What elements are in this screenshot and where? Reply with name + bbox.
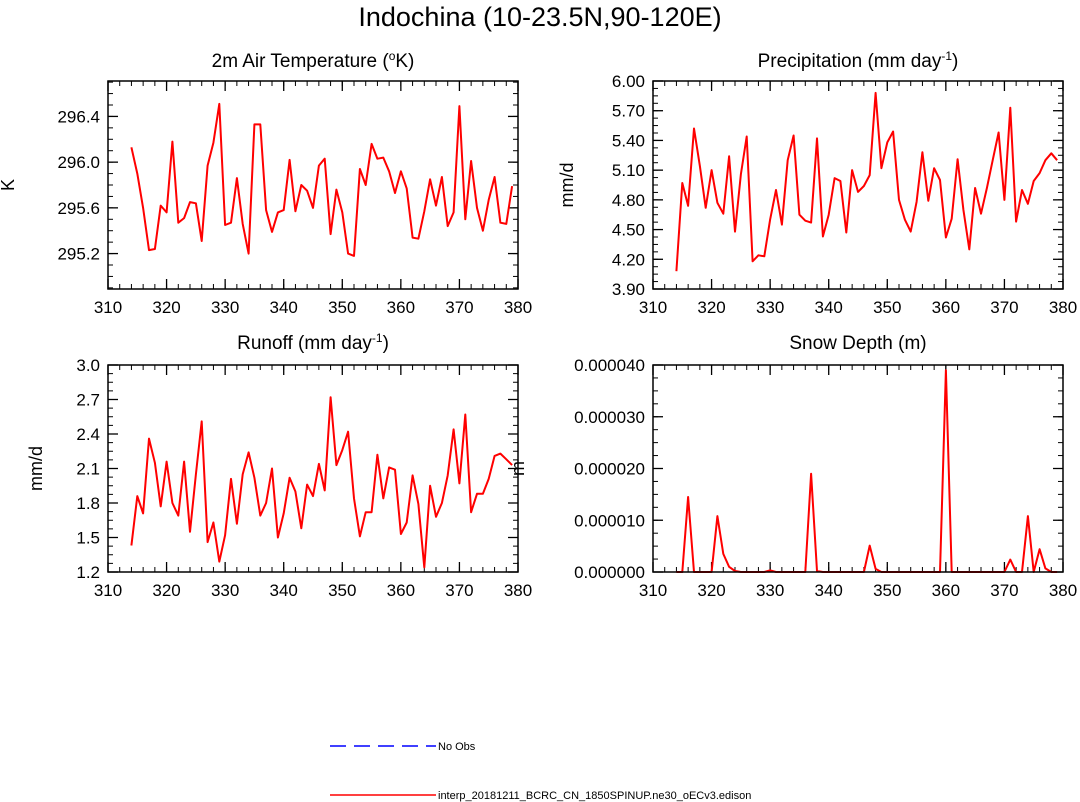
runoff-x-tick-label: 360 <box>387 581 415 600</box>
snow-depth-y-axis-label: m <box>508 461 528 476</box>
precipitation-x-tick-label: 370 <box>990 298 1018 317</box>
runoff-title-text: Runoff (mm day <box>237 333 372 354</box>
runoff-title: Runoff (mm day-1) <box>237 331 389 354</box>
panel-runoff: Runoff (mm day-1) 310 320 330 340 350 360 370 38… <box>26 331 532 600</box>
precipitation-x-tick-label: 360 <box>932 298 960 317</box>
runoff-x-tick-label: 370 <box>445 581 473 600</box>
precipitation-y-tick-label: 4.50 <box>612 221 645 240</box>
air-temperature-y-tick-label: 296.0 <box>57 153 100 172</box>
air-temperature-y-tick-label: 295.6 <box>57 199 100 218</box>
precipitation-x-tick-label: 310 <box>639 298 667 317</box>
snow-depth-x-tick-label: 340 <box>815 581 843 600</box>
runoff-y-tick-label: 1.8 <box>76 494 100 513</box>
runoff-title-suffix: ) <box>383 333 389 354</box>
precipitation-title-superscript: -1 <box>941 49 952 63</box>
runoff-major-ticks <box>107 364 519 573</box>
precipitation-title: Precipitation (mm day-1) <box>758 49 959 72</box>
legend-label-model: interp_20181211_BCRC_CN_1850SPINUP.ne30_… <box>438 790 751 802</box>
snow-depth-y-tick-label: 0.000010 <box>574 511 645 530</box>
snow-depth-x-tick-label: 380 <box>1049 581 1077 600</box>
panel-precipitation: Precipitation (mm day-1) 310 320 330 340 350 3… <box>557 49 1077 317</box>
air-temperature-x-tick-label: 350 <box>328 298 356 317</box>
precipitation-y-tick-label: 3.90 <box>612 280 645 299</box>
snow-depth-y-tick-label: 0.000040 <box>574 356 645 375</box>
precipitation-y-tick-label: 5.40 <box>612 131 645 150</box>
snow-depth-x-tick-label: 350 <box>873 581 901 600</box>
precipitation-x-tick-label: 340 <box>815 298 843 317</box>
snow-depth-x-tick-label: 310 <box>639 581 667 600</box>
snow-depth-x-tick-label: 320 <box>697 581 725 600</box>
snow-depth-series-line <box>676 369 1058 573</box>
runoff-y-tick-label: 1.2 <box>76 563 100 582</box>
snow-depth-x-tick-label: 370 <box>990 581 1018 600</box>
air-temperature-plot-frame <box>107 80 519 290</box>
snow-depth-plot-frame <box>652 364 1064 573</box>
runoff-title-superscript: -1 <box>372 331 383 345</box>
snow-depth-title-text: Snow Depth (m) <box>789 333 926 354</box>
air-temperature-title-superscript: o <box>389 49 396 63</box>
runoff-y-axis-label: mm/d <box>26 446 46 491</box>
figure-title: Indochina (10-23.5N,90-120E) <box>358 2 721 32</box>
precipitation-series-line <box>675 91 1058 272</box>
air-temperature-y-axis-label: K <box>0 179 18 191</box>
air-temperature-title-suffix: K) <box>395 51 414 72</box>
precipitation-y-tick-label: 4.20 <box>612 250 645 269</box>
air-temperature-y-tick-label: 296.4 <box>57 107 100 126</box>
runoff-x-tick-label: 320 <box>152 581 180 600</box>
runoff-x-tick-label: 380 <box>504 581 532 600</box>
air-temperature-y-tick-label: 295.2 <box>57 245 100 264</box>
air-temperature-major-ticks <box>107 81 519 289</box>
precipitation-y-axis-label: mm/d <box>557 163 577 208</box>
runoff-x-tick-label: 330 <box>211 581 239 600</box>
precipitation-y-tick-label: 6.00 <box>612 72 645 91</box>
legend-label-no-obs: No Obs <box>438 741 476 753</box>
air-temperature-x-tick-label: 330 <box>211 298 239 317</box>
snow-depth-y-tick-label: 0.000020 <box>574 460 645 479</box>
runoff-y-tick-label: 3.0 <box>76 356 100 375</box>
snow-depth-x-tick-label: 330 <box>756 581 784 600</box>
air-temperature-x-tick-label: 380 <box>504 298 532 317</box>
runoff-y-tick-label: 1.5 <box>76 529 100 548</box>
snow-depth-title: Snow Depth (m) <box>789 333 926 354</box>
precipitation-y-tick-label: 4.80 <box>612 191 645 210</box>
air-temperature-x-tick-label: 340 <box>270 298 298 317</box>
precipitation-y-tick-label: 5.70 <box>612 102 645 121</box>
air-temperature-x-tick-label: 360 <box>387 298 415 317</box>
snow-depth-x-tick-label: 360 <box>932 581 960 600</box>
runoff-minor-ticks <box>107 364 519 573</box>
snow-depth-y-tick-label: 0.000030 <box>574 408 645 427</box>
runoff-plot-frame <box>107 364 519 573</box>
precipitation-title-text: Precipitation (mm day <box>758 51 942 72</box>
air-temperature-title-text: 2m Air Temperature ( <box>212 51 390 72</box>
air-temperature-x-tick-label: 310 <box>94 298 122 317</box>
precipitation-x-tick-label: 350 <box>873 298 901 317</box>
runoff-x-tick-label: 310 <box>94 581 122 600</box>
runoff-x-tick-label: 350 <box>328 581 356 600</box>
runoff-series-line <box>130 396 513 569</box>
precipitation-x-tick-label: 380 <box>1049 298 1077 317</box>
air-temperature-x-tick-label: 320 <box>152 298 180 317</box>
legend: No Obs interp_20181211_BCRC_CN_1850SPINU… <box>330 741 751 802</box>
runoff-y-tick-label: 2.1 <box>76 460 100 479</box>
air-temperature-title: 2m Air Temperature (oK) <box>212 49 415 72</box>
air-temperature-x-tick-label: 370 <box>445 298 473 317</box>
air-temperature-series-line <box>130 102 514 257</box>
precipitation-plot-frame <box>652 80 1064 290</box>
precipitation-title-suffix: ) <box>952 51 958 72</box>
panel-snow-depth: Snow Depth (m) 310 320 330 340 350 360 370 380 0.… <box>508 333 1077 600</box>
panel-air-temperature: 2m Air Temperature (oK) 310 320 330 340 350 36… <box>0 49 532 317</box>
precipitation-x-tick-label: 330 <box>756 298 784 317</box>
runoff-y-tick-label: 2.4 <box>76 425 100 444</box>
precipitation-x-tick-label: 320 <box>697 298 725 317</box>
precipitation-y-tick-label: 5.10 <box>612 161 645 180</box>
runoff-x-tick-label: 340 <box>270 581 298 600</box>
runoff-y-tick-label: 2.7 <box>76 391 100 410</box>
snow-depth-y-tick-label: 0.000000 <box>574 563 645 582</box>
